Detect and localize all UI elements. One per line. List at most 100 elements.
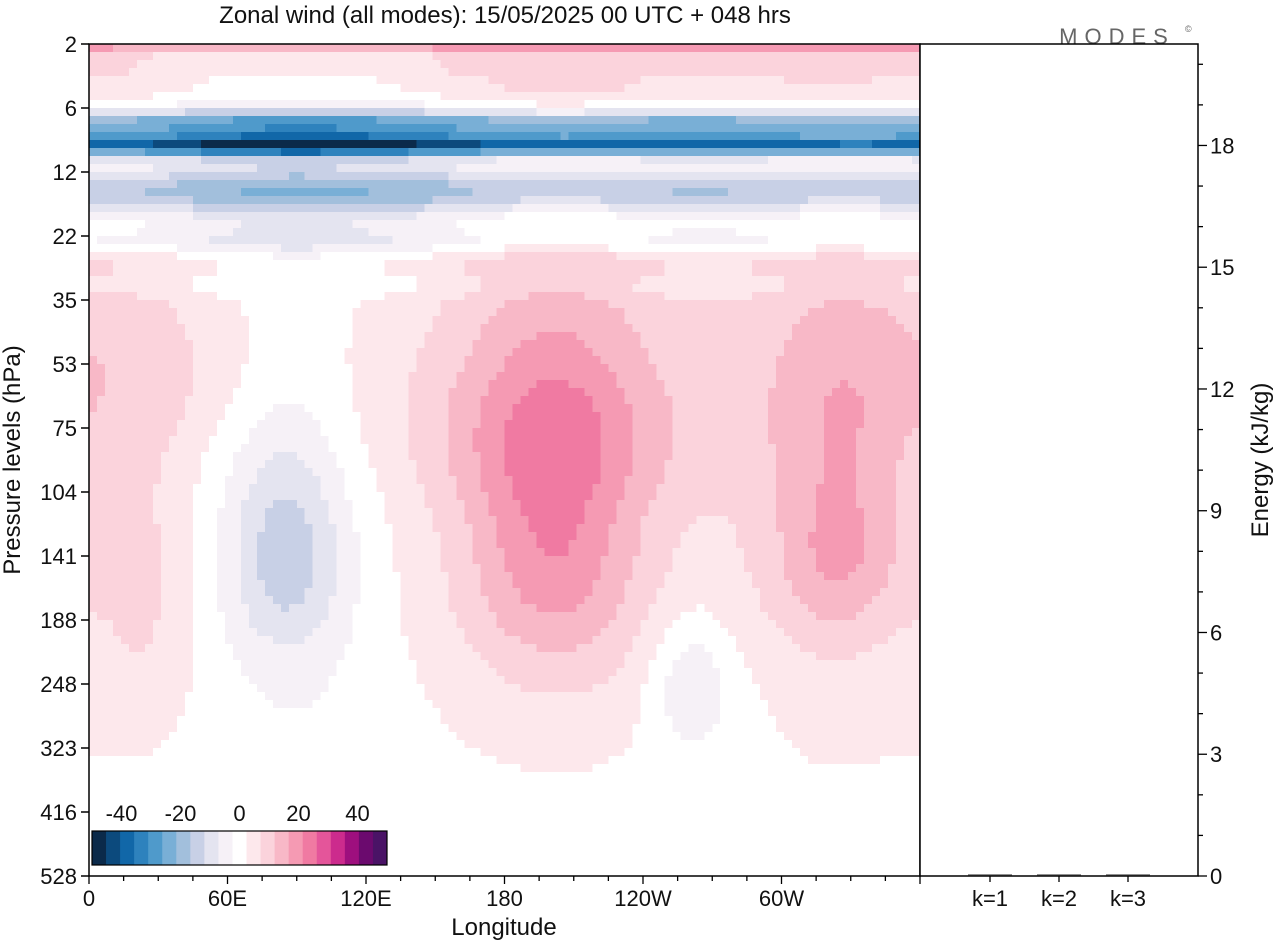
heatmap-cell [240, 100, 250, 109]
heatmap-cell [168, 52, 178, 61]
heatmap-cell [89, 292, 98, 301]
heatmap-cell [424, 44, 434, 53]
heatmap-cell [816, 60, 825, 69]
heatmap-cell [776, 388, 785, 397]
heatmap-cell [616, 292, 625, 301]
heatmap-cell [760, 380, 769, 389]
heatmap-cell [288, 124, 298, 133]
heatmap-cell [360, 68, 370, 77]
heatmap-cell [616, 340, 625, 349]
heatmap-cell [672, 132, 681, 141]
heatmap-cell [352, 276, 362, 285]
heatmap-cell [224, 332, 234, 341]
heatmap-cell [768, 308, 777, 317]
heatmap-cell [240, 132, 250, 141]
heatmap-cell [424, 132, 434, 141]
heatmap-cell [808, 180, 817, 189]
heatmap-cell [776, 52, 785, 61]
heatmap-cell [792, 228, 801, 237]
heatmap-cell [712, 364, 721, 373]
heatmap-cell [344, 68, 354, 77]
heatmap-cell [664, 420, 673, 429]
heatmap-cell [256, 188, 266, 197]
heatmap-cell [104, 404, 114, 413]
heatmap-cell [232, 132, 242, 141]
heatmap-cell [104, 252, 114, 261]
heatmap-cell [424, 404, 434, 413]
heatmap-cell [704, 92, 713, 101]
heatmap-cell [392, 116, 402, 125]
heatmap-cell [712, 140, 721, 149]
heatmap-cell [232, 148, 242, 157]
heatmap-cell [496, 356, 506, 365]
heatmap-cell [416, 236, 426, 245]
heatmap-cell [440, 404, 450, 413]
heatmap-cell [392, 292, 402, 301]
heatmap-cell [312, 372, 322, 381]
heatmap-cell [280, 380, 290, 389]
heatmap-cell [248, 324, 258, 333]
heatmap-cell [248, 52, 258, 61]
heatmap-cell [456, 140, 466, 149]
heatmap-cell [664, 252, 673, 261]
heatmap-cell [448, 396, 458, 405]
heatmap-cell [368, 340, 378, 349]
heatmap-cell [608, 92, 617, 101]
heatmap-cell [104, 108, 114, 117]
heatmap-cell [568, 244, 578, 253]
heatmap-cell [376, 60, 386, 69]
heatmap-cell [352, 252, 362, 261]
heatmap-cell [392, 140, 402, 149]
heatmap-cell [360, 348, 370, 357]
heatmap-cell [832, 228, 841, 237]
heatmap-cell [176, 76, 186, 85]
heatmap-cell [600, 252, 609, 261]
heatmap-cell [176, 292, 186, 301]
heatmap-cell [128, 60, 138, 69]
heatmap-cell [864, 180, 873, 189]
heatmap-cell [416, 300, 426, 309]
heatmap-cell [344, 260, 354, 269]
heatmap-cell [544, 356, 554, 365]
heatmap-cell [368, 420, 378, 429]
heatmap-cell [120, 228, 130, 237]
heatmap-cell [104, 220, 114, 229]
heatmap-cell [416, 228, 426, 237]
heatmap-cell [408, 148, 418, 157]
heatmap-cell [264, 356, 274, 365]
heatmap-cell [368, 108, 378, 117]
heatmap-cell [456, 180, 466, 189]
heatmap-cell [776, 204, 785, 213]
heatmap-cell [336, 148, 346, 157]
heatmap-cell [672, 380, 681, 389]
heatmap-cell [776, 156, 785, 165]
heatmap-cell [312, 92, 322, 101]
heatmap-cell [824, 316, 833, 325]
heatmap-cell [744, 180, 753, 189]
heatmap-cell [160, 356, 170, 365]
heatmap-cell [488, 316, 498, 325]
heatmap-cell [456, 276, 466, 285]
heatmap-cell [648, 148, 657, 157]
heatmap-cell [376, 372, 386, 381]
heatmap-cell [568, 292, 578, 301]
heatmap-cell [808, 196, 817, 205]
heatmap-cell [192, 60, 202, 69]
heatmap-cell [664, 116, 673, 125]
heatmap-cell [448, 44, 458, 53]
heatmap-cell [912, 276, 921, 285]
heatmap-cell [376, 220, 386, 229]
heatmap-cell [568, 196, 578, 205]
heatmap-cell [672, 372, 681, 381]
heatmap-cell [688, 196, 697, 205]
heatmap-cell [864, 148, 873, 157]
heatmap-cell [912, 420, 921, 429]
heatmap-cell [104, 364, 114, 373]
heatmap-cell [89, 340, 98, 349]
heatmap-cell [672, 364, 681, 373]
heatmap-cell [152, 332, 162, 341]
heatmap-cell [128, 164, 138, 173]
heatmap-cell [736, 132, 745, 141]
heatmap-cell [792, 164, 801, 173]
